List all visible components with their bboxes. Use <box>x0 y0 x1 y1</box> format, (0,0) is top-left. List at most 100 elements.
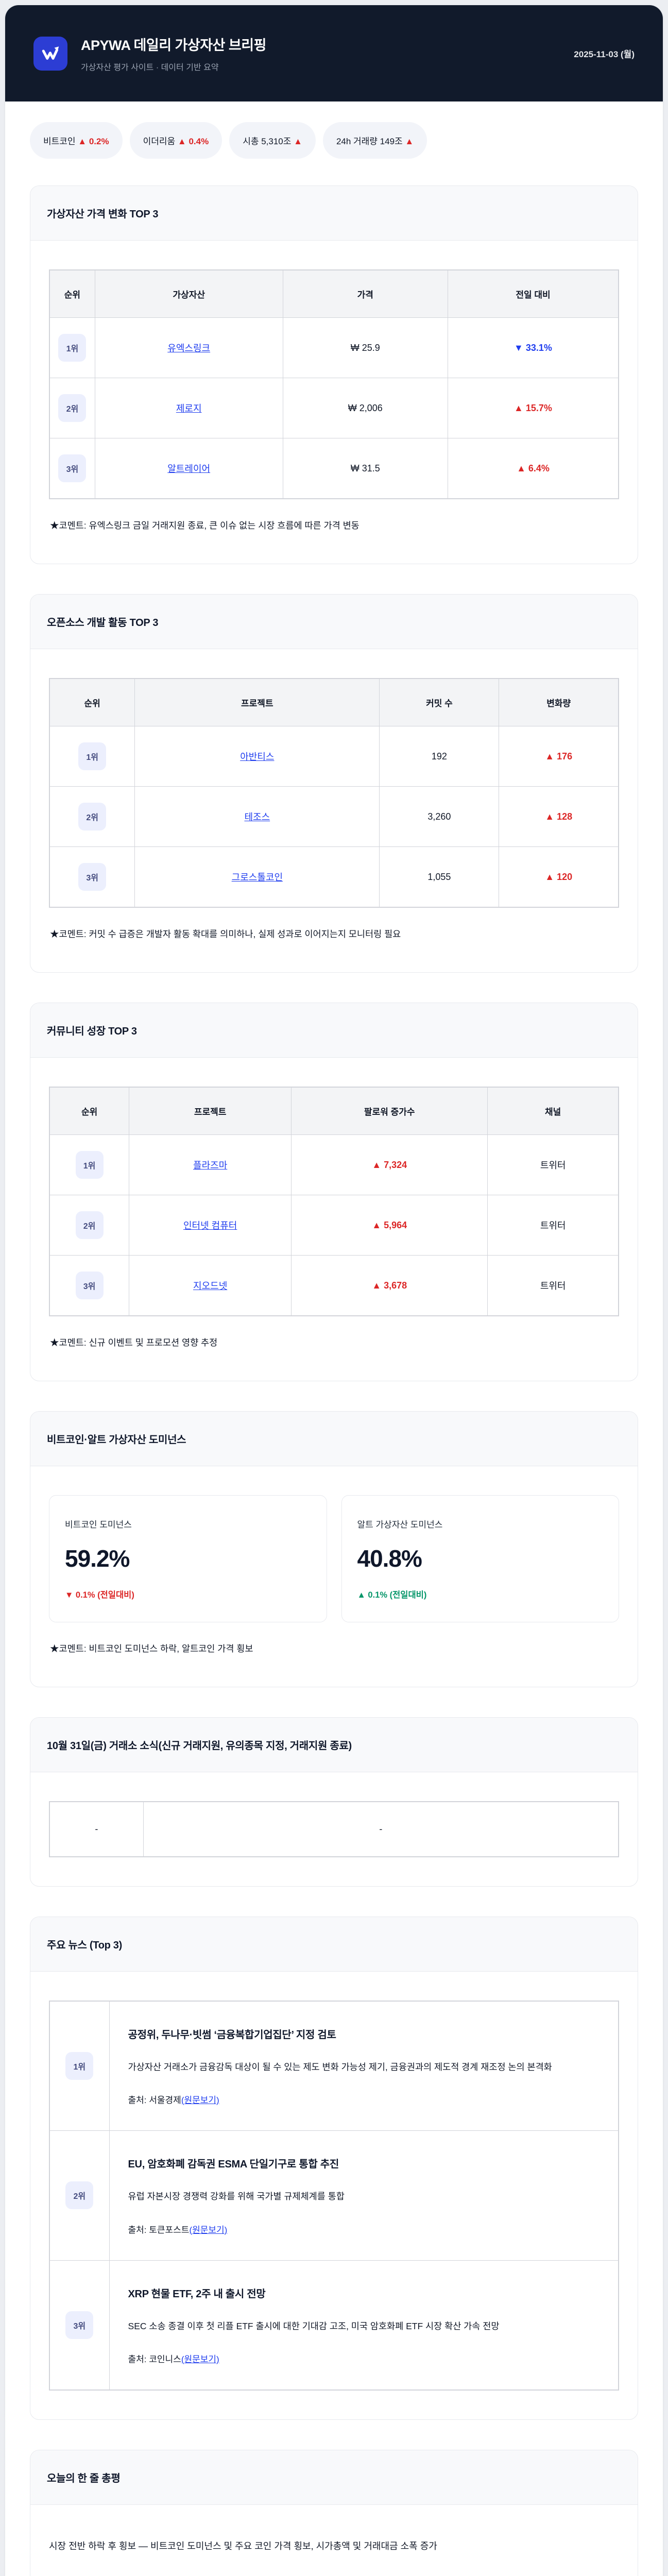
price-cell: ₩ 31.5 <box>282 438 448 499</box>
col-header-rank: 순위 <box>49 678 135 726</box>
section-body: 순위 가상자산 가격 전일 대비 1위 유엑스링크 ₩ 25.9 ▼ 33.1% <box>30 241 638 564</box>
price-cell: ₩ 25.9 <box>282 317 448 378</box>
news-body: SEC 소송 종결 이후 첫 리플 ETF 출시에 대한 기대감 고조, 미국 … <box>128 2320 500 2331</box>
btc-dominance-card: 비트코인 도미넌스 59.2% ▼ 0.1% (전일대비) <box>49 1495 327 1622</box>
section-title: 오늘의 한 줄 총평 <box>47 2472 121 2484</box>
project-link[interactable]: 플라즈마 <box>193 1160 228 1171</box>
section-daily-summary: 오늘의 한 줄 총평 시장 전반 하락 후 횡보 — 비트코인 도미넌스 및 주… <box>30 2449 638 2576</box>
news-row: 1위 공정위, 두나무·빗썸 ‘금융복합기업집단’ 지정 검토 가상자산 거래소… <box>49 2001 619 2131</box>
table-row: 3위 알트레이어 ₩ 31.5 ▲ 6.4% <box>49 438 619 499</box>
dominance-change: ▼ 0.1% (전일대비) <box>65 1590 134 1600</box>
channel-cell: 트위터 <box>487 1134 619 1195</box>
change-cell: ▲ 128 <box>499 786 619 847</box>
project-link[interactable]: 아반티스 <box>240 752 275 762</box>
coin-link[interactable]: 알트레이어 <box>167 464 211 474</box>
section-title: 오픈소스 개발 활동 TOP 3 <box>47 617 159 629</box>
section-body: 순위 프로젝트 커밋 수 변화량 1위 아반티스 192 ▲ 176 <box>30 649 638 972</box>
table-header-row: 순위 가상자산 가격 전일 대비 <box>49 269 619 318</box>
news-source: 출처: 토큰포스트(원문보기) <box>128 2223 600 2235</box>
section-body: - - <box>30 1772 638 1886</box>
news-row: 2위 EU, 암호화폐 감독권 ESMA 단일기구로 통합 추진 유럽 자본시장… <box>49 2130 619 2261</box>
rank-badge: 2위 <box>75 1211 104 1239</box>
price-cell: ₩ 2,006 <box>282 378 448 438</box>
rank-badge: 1위 <box>78 742 107 770</box>
rank-badge: 2위 <box>65 2181 94 2210</box>
dominance-cards: 비트코인 도미넌스 59.2% ▼ 0.1% (전일대비) 알트 가상자산 도미… <box>49 1495 619 1622</box>
section-title: 10월 31일(금) 거래소 소식(신규 거래지원, 유의종목 지정, 거래지원… <box>47 1740 352 1752</box>
dominance-value: 59.2% <box>65 1545 130 1572</box>
news-source-link[interactable]: (원문보기) <box>181 2354 219 2364</box>
coin-link[interactable]: 유엑스링크 <box>167 343 211 353</box>
logo-w-arrow-icon <box>42 46 59 60</box>
col-header-project: 프로젝트 <box>129 1087 292 1135</box>
section-dominance: 비트코인·알트 가상자산 도미넌스 비트코인 도미넌스 59.2% ▼ 0.1%… <box>30 1411 638 1687</box>
section-comment: ★코멘트: 유엑스링크 금일 거래지원 종료, 큰 이슈 없는 시장 흐름에 따… <box>50 520 359 531</box>
change-cell: ▲ 120 <box>499 846 619 908</box>
commits-cell: 3,260 <box>379 786 500 847</box>
ticker-pill-bitcoin: 비트코인 ▲ 0.2% <box>30 122 123 159</box>
col-header-change: 전일 대비 <box>447 269 619 318</box>
news-row: 3위 XRP 현물 ETF, 2주 내 출시 전망 SEC 소송 종결 이후 첫… <box>49 2260 619 2391</box>
app-logo <box>33 36 67 71</box>
section-header: 오픈소스 개발 활동 TOP 3 <box>30 595 638 649</box>
alt-dominance-card: 알트 가상자산 도미넌스 40.8% ▲ 0.1% (전일대비) <box>341 1495 619 1622</box>
table-row: 3위 지오드넷 ▲ 3,678 트위터 <box>49 1255 619 1316</box>
project-link[interactable]: 테조스 <box>244 812 270 822</box>
exchange-rank-cell: - <box>49 1801 144 1857</box>
project-link[interactable]: 그로스톨코인 <box>231 872 283 883</box>
section-header: 주요 뉴스 (Top 3) <box>30 1917 638 1972</box>
content: 비트코인 ▲ 0.2% 이더리움 ▲ 0.4% 시총 5,310조 ▲ 24h … <box>5 101 663 2576</box>
table-row: 1위 유엑스링크 ₩ 25.9 ▼ 33.1% <box>49 317 619 378</box>
news-headline: XRP 현물 ETF, 2주 내 출시 전망 <box>128 2288 266 2300</box>
news-source-text: 출처: 서울경제 <box>128 2095 181 2106</box>
ticker-pill-volume: 24h 거래량 149조 ▲ <box>322 122 427 159</box>
col-header-price: 가격 <box>282 269 448 318</box>
rank-badge: 2위 <box>78 803 107 831</box>
section-header: 오늘의 한 줄 총평 <box>30 2450 638 2505</box>
channel-cell: 트위터 <box>487 1195 619 1256</box>
table-row: 1위 플라즈마 ▲ 7,324 트위터 <box>49 1134 619 1195</box>
section-top-news: 주요 뉴스 (Top 3) 1위 공정위, 두나무·빗썸 ‘금융복합기업집단’ … <box>30 1917 638 2420</box>
change-cell: ▼ 33.1% <box>447 317 619 378</box>
ticker-change: ▲ 0.4% <box>177 137 209 146</box>
ticker-label: 비트코인 <box>43 137 76 146</box>
section-dev-activity: 오픈소스 개발 활동 TOP 3 순위 프로젝트 커밋 수 변화량 <box>30 594 638 973</box>
rank-badge: 3위 <box>75 1272 104 1299</box>
news-headline: EU, 암호화폐 감독권 ESMA 단일기구로 통합 추진 <box>128 2159 339 2171</box>
table-row: 2위 인터넷 컴퓨터 ▲ 5,964 트위터 <box>49 1195 619 1256</box>
news-source-link[interactable]: (원문보기) <box>189 2225 228 2235</box>
change-cell: ▲ 6.4% <box>447 438 619 499</box>
section-body: 시장 전반 하락 후 횡보 — 비트코인 도미넌스 및 주요 코인 가격 횡보,… <box>30 2505 638 2576</box>
followers-cell: ▲ 5,964 <box>291 1195 488 1256</box>
page-subtitle: 가상자산 평가 사이트 · 데이터 기반 요약 <box>81 63 219 72</box>
section-body: 1위 공정위, 두나무·빗썸 ‘금융복합기업집단’ 지정 검토 가상자산 거래소… <box>30 1972 638 2419</box>
exchange-content-cell: - <box>143 1801 619 1857</box>
news-source: 출처: 서울경제(원문보기) <box>128 2093 600 2106</box>
channel-cell: 트위터 <box>487 1255 619 1316</box>
summary-text: 시장 전반 하락 후 횡보 — 비트코인 도미넌스 및 주요 코인 가격 횡보,… <box>49 2540 437 2551</box>
project-link[interactable]: 인터넷 컴퓨터 <box>183 1221 237 1231</box>
briefing-date: 2025-11-03 (월) <box>574 49 635 59</box>
exchange-table: - - <box>49 1801 619 1857</box>
news-source-link[interactable]: (원문보기) <box>181 2095 219 2106</box>
coin-link[interactable]: 제로지 <box>176 403 202 414</box>
col-header-commits: 커밋 수 <box>379 678 500 726</box>
table-header-row: 순위 프로젝트 팔로워 증가수 채널 <box>49 1087 619 1135</box>
news-source-text: 출처: 토큰포스트 <box>128 2225 190 2235</box>
header-text: APYWA 데일리 가상자산 브리핑 가상자산 평가 사이트 · 데이터 기반 … <box>81 34 266 73</box>
ticker-change: ▲ <box>294 137 302 146</box>
project-link[interactable]: 지오드넷 <box>193 1281 228 1291</box>
ticker-pill-ethereum: 이더리움 ▲ 0.4% <box>129 122 222 159</box>
news-table: 1위 공정위, 두나무·빗썸 ‘금융복합기업집단’ 지정 검토 가상자산 거래소… <box>49 2001 619 2391</box>
section-header: 10월 31일(금) 거래소 소식(신규 거래지원, 유의종목 지정, 거래지원… <box>30 1718 638 1772</box>
col-header-asset: 가상자산 <box>94 269 283 318</box>
table-row: - - <box>49 1801 619 1857</box>
ticker-pill-marketcap: 시총 5,310조 ▲ <box>229 122 316 159</box>
section-title: 커뮤니티 성장 TOP 3 <box>47 1026 137 1037</box>
news-source: 출처: 코인니스(원문보기) <box>128 2352 600 2365</box>
col-header-change: 변화량 <box>499 678 619 726</box>
table-header-row: 순위 프로젝트 커밋 수 변화량 <box>49 678 619 726</box>
followers-cell: ▲ 7,324 <box>291 1134 488 1195</box>
dominance-label: 비트코인 도미넌스 <box>65 1520 132 1530</box>
section-body: 순위 프로젝트 팔로워 증가수 채널 1위 플라즈마 ▲ 7,324 트위터 <box>30 1058 638 1381</box>
